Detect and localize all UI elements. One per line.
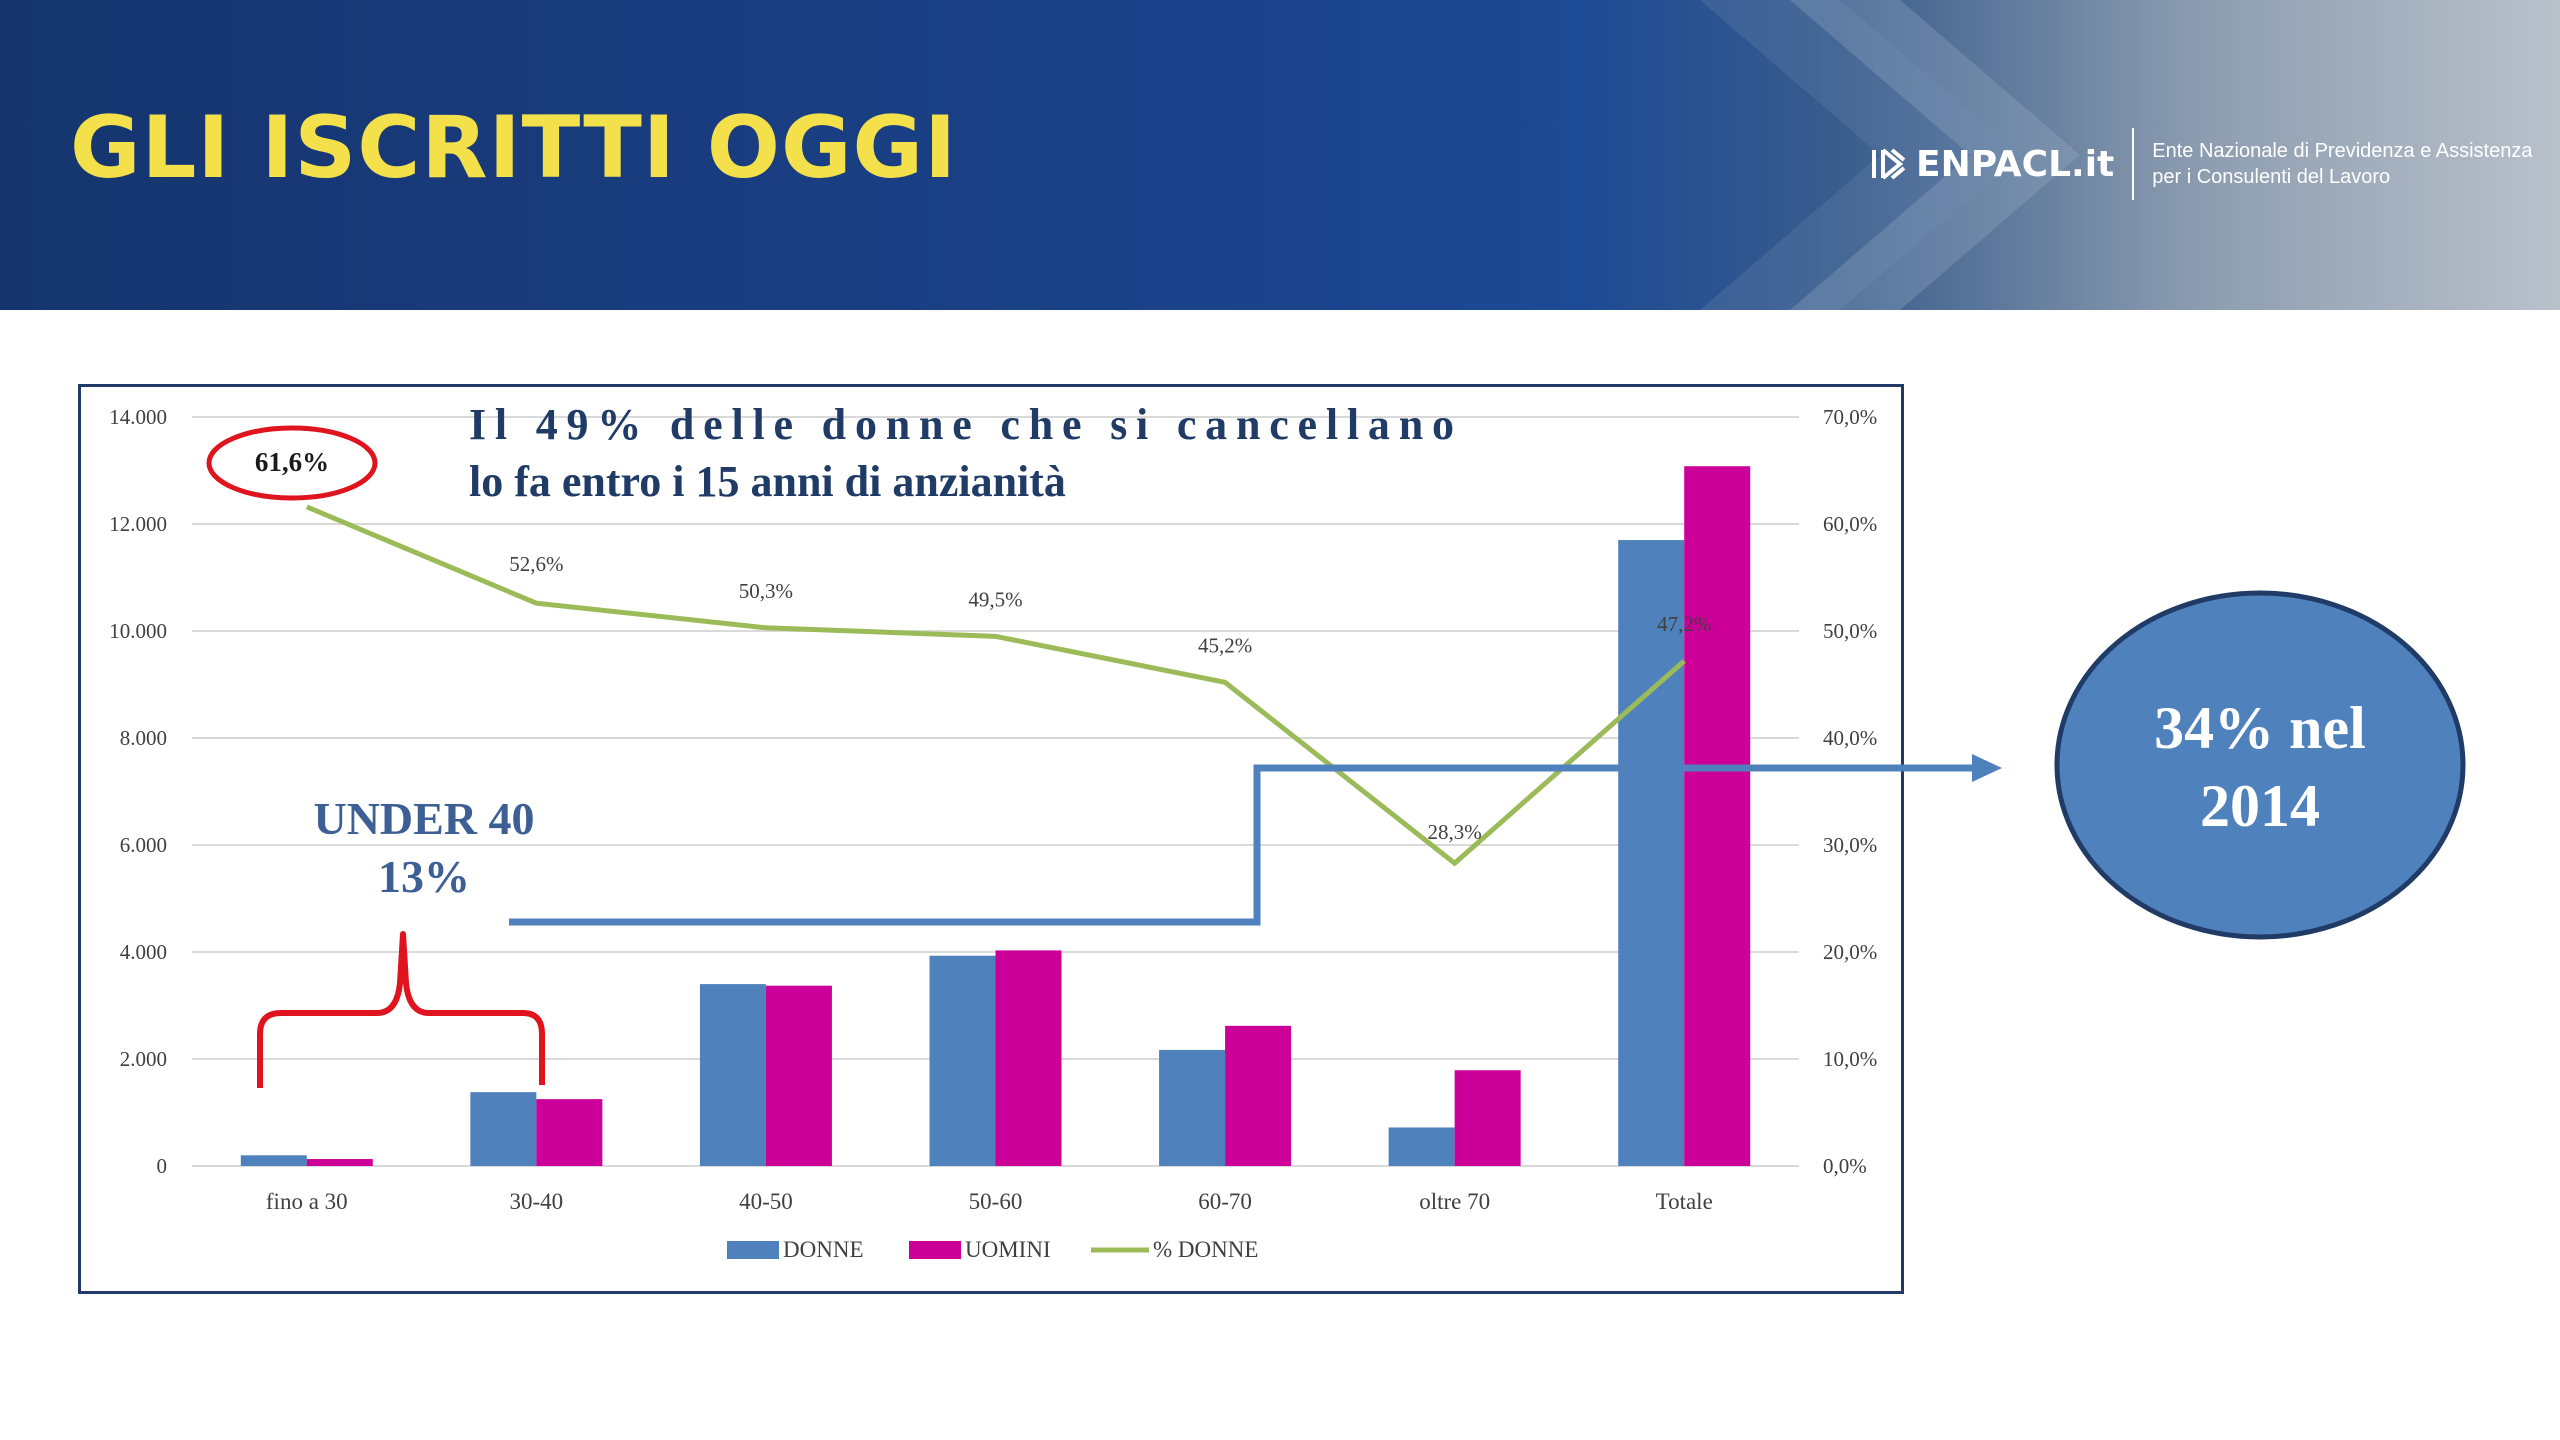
- y-left-tick-label: 8.000: [120, 726, 167, 750]
- bar-donne: [1618, 540, 1685, 1166]
- y-left-tick-label: 2.000: [120, 1047, 167, 1071]
- x-tick-label: 60-70: [1198, 1189, 1252, 1214]
- x-tick-label: 50-60: [969, 1189, 1023, 1214]
- x-tick-label: 30-40: [510, 1189, 564, 1214]
- y-left-tick-label: 6.000: [120, 833, 167, 857]
- callout-circle: [2054, 590, 2466, 940]
- bar-uomini: [1684, 466, 1751, 1167]
- callout-line1: 34% nel: [2154, 695, 2366, 761]
- bar-donne: [470, 1092, 537, 1166]
- y-left-tick-label: 14.000: [109, 405, 167, 429]
- bar-donne: [240, 1155, 307, 1166]
- y-left-tick-label: 10.000: [109, 619, 167, 643]
- y-left-tick-label: 0: [157, 1154, 168, 1178]
- data-label-pct: 50,3%: [739, 579, 793, 603]
- under40-label: UNDER 40: [313, 793, 534, 844]
- headline-line1: Il 49% delle donne che si cancellano: [469, 400, 1454, 449]
- bar-uomini: [765, 985, 832, 1166]
- enpacl-logo-icon: [1872, 148, 1906, 180]
- chart-svg: 0 2.000 4.000 6.000 8.000 10.000 12.000 14.000 0…: [109, 400, 1901, 1262]
- x-tick-label: fino a 30: [266, 1189, 348, 1214]
- x-tick-label: Totale: [1656, 1189, 1713, 1214]
- bar-uomini: [1225, 1025, 1292, 1166]
- x-tick-label: 40-50: [739, 1189, 793, 1214]
- y-left-tick-label: 12.000: [109, 512, 167, 536]
- bar-uomini: [536, 1099, 603, 1166]
- legend-swatch-uomini: [909, 1241, 961, 1259]
- headline-line2: lo fa entro i 15 anni di anzianità: [469, 457, 1066, 506]
- y-right-tick-label: 40,0%: [1823, 726, 1877, 750]
- y-right-tick-label: 10,0%: [1823, 1047, 1877, 1071]
- y-left-tick-label: 4.000: [120, 940, 167, 964]
- logo-separator: [2132, 128, 2135, 200]
- red-brace: [257, 931, 545, 1088]
- bar-uomini: [1454, 1070, 1521, 1166]
- logo-desc-line1: Ente Nazionale di Previdenza e Assistenz…: [2152, 140, 2533, 162]
- legend-swatch-donne: [727, 1241, 779, 1259]
- bar-donne: [929, 955, 996, 1166]
- slide-header: GLI ISCRITTI OGGI ENPACL.it Ente Naziona…: [0, 0, 2560, 310]
- y-right-tick-label: 30,0%: [1823, 833, 1877, 857]
- data-label-pct: 45,2%: [1198, 633, 1252, 657]
- y-right-tick-label: 0,0%: [1823, 1154, 1867, 1178]
- line-pct-donne: [305, 504, 1686, 867]
- under40-value: 13%: [378, 851, 470, 902]
- decorative-chevrons: [1700, 0, 2080, 310]
- legend-label-donne: DONNE: [783, 1237, 864, 1262]
- chart-frame: 0 2.000 4.000 6.000 8.000 10.000 12.000 14.000 0…: [78, 384, 1904, 1294]
- connector-line: [509, 764, 1901, 926]
- y-right-tick-label: 50,0%: [1823, 619, 1877, 643]
- data-label-pct: 28,3%: [1428, 820, 1482, 844]
- circle-annotation-61: [206, 425, 378, 501]
- bar-uomini: [995, 950, 1062, 1166]
- logo-text: ENPACL.it: [1916, 143, 2115, 185]
- y-right-tick-label: 60,0%: [1823, 512, 1877, 536]
- bar-donne: [1159, 1049, 1226, 1166]
- y-right-tick-label: 20,0%: [1823, 940, 1877, 964]
- data-label-pct-circled: 61,6%: [255, 447, 329, 477]
- data-label-pct: 52,6%: [509, 552, 563, 576]
- legend-label-pct: % DONNE: [1153, 1237, 1258, 1262]
- logo-description: Ente Nazionale di Previdenza e Assistenz…: [2152, 138, 2532, 190]
- y-right-tick-label: 70,0%: [1823, 405, 1877, 429]
- logo-desc-line2: per i Consulenti del Lavoro: [2152, 166, 2391, 188]
- data-label-pct: 47,2%: [1657, 612, 1711, 636]
- x-tick-label: oltre 70: [1419, 1189, 1490, 1214]
- enpacl-logo: ENPACL.it Ente Nazionale di Previdenza e…: [1870, 128, 2532, 200]
- bar-donne: [1388, 1127, 1455, 1166]
- callout-line2: 2014: [2200, 773, 2320, 839]
- bar-donne: [699, 984, 766, 1166]
- connector-arrowhead: [1972, 754, 2002, 782]
- bar-uomini: [306, 1159, 373, 1166]
- data-label-pct: 49,5%: [968, 587, 1022, 611]
- slide-title: GLI ISCRITTI OGGI: [70, 98, 958, 198]
- legend-label-uomini: UOMINI: [965, 1237, 1051, 1262]
